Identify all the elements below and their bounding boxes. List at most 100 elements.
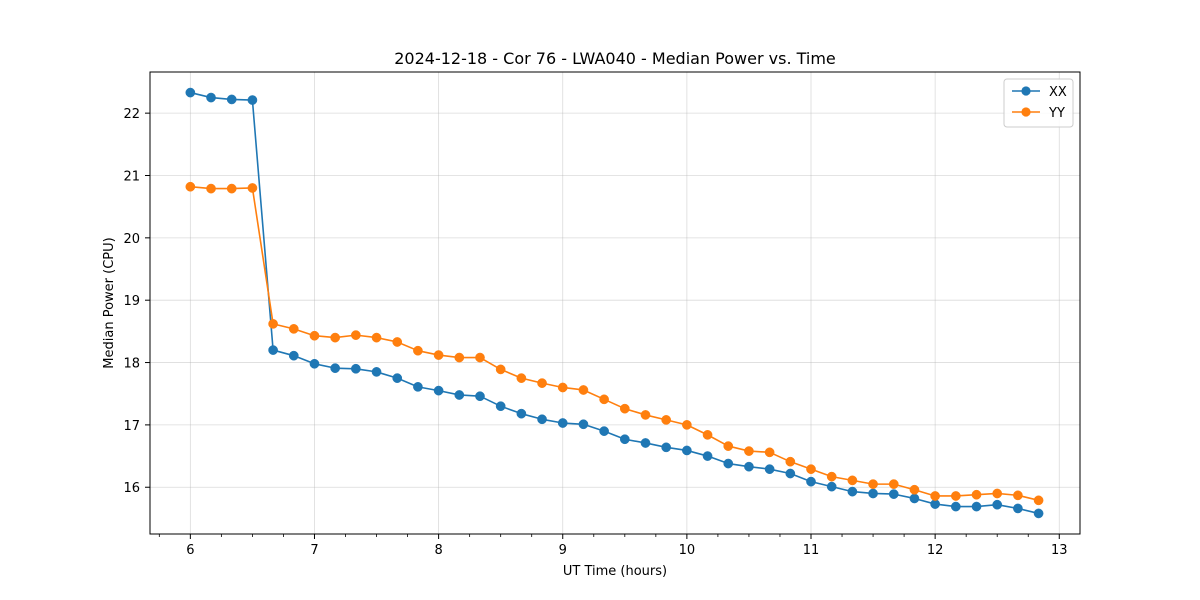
y-tick-label: 22 (123, 107, 140, 122)
data-point-xx (330, 363, 341, 374)
data-point-xx (392, 373, 403, 383)
data-point-yy (640, 410, 651, 420)
data-point-yy (1013, 490, 1023, 501)
data-point-yy (723, 441, 734, 451)
data-point-yy (330, 332, 341, 343)
data-point-xx (247, 95, 258, 105)
x-axis-label: UT Time (hours) (563, 564, 667, 579)
data-point-yy (1033, 495, 1044, 506)
data-point-xx (682, 445, 692, 456)
data-point-xx (702, 451, 713, 461)
data-point-yy (744, 446, 754, 456)
legend-marker-yy (1021, 107, 1031, 117)
data-point-xx (309, 358, 320, 369)
data-point-yy (537, 378, 547, 388)
x-tick-label: 9 (559, 543, 567, 558)
data-point-yy (971, 489, 982, 500)
data-point-yy (806, 464, 816, 475)
legend-item-yy: YY (1012, 106, 1065, 121)
series-yy (185, 181, 1044, 506)
data-point-xx (516, 408, 527, 419)
y-tick-label: 18 (123, 357, 140, 372)
data-point-xx (806, 476, 816, 487)
legend-item-xx: XX (1012, 85, 1067, 100)
data-point-yy (682, 420, 692, 430)
data-point-xx (557, 418, 568, 428)
data-point-yy (661, 415, 672, 425)
data-point-yy (392, 337, 403, 347)
data-point-yy (226, 183, 237, 194)
data-point-yy (475, 352, 485, 363)
data-point-xx (992, 499, 1003, 510)
data-point-xx (268, 345, 278, 355)
data-point-yy (992, 488, 1003, 499)
axis-ticks: 6 7 8 9 10 11 12 13 16 17 18 19 20 21 22 (123, 107, 1067, 558)
data-point-yy (702, 430, 713, 440)
y-tick-label: 16 (123, 481, 140, 496)
data-point-xx (413, 382, 423, 392)
y-tick-label: 19 (123, 294, 140, 309)
data-point-xx (930, 499, 940, 509)
data-point-xx (723, 458, 734, 469)
data-point-xx (371, 367, 382, 377)
data-point-xx (785, 468, 796, 479)
data-point-xx (350, 363, 361, 374)
y-tick-label: 20 (123, 232, 140, 247)
data-point-xx (599, 426, 609, 436)
legend: XX YY (1003, 78, 1074, 128)
data-point-yy (888, 479, 899, 489)
y-tick-label: 21 (123, 169, 140, 184)
data-point-yy (268, 319, 278, 329)
data-point-xx (206, 92, 216, 103)
data-point-yy (619, 403, 630, 414)
chart-title: 2024-12-18 - Cor 76 - LWA040 - Median Po… (394, 49, 836, 68)
data-point-yy (764, 447, 775, 458)
data-point-yy (930, 491, 940, 501)
data-point-xx (619, 434, 630, 445)
data-point-xx (185, 87, 196, 98)
data-point-xx (454, 390, 465, 400)
legend-label-xx: XX (1049, 85, 1067, 100)
data-point-yy (599, 394, 609, 405)
x-tick-label: 12 (927, 543, 944, 558)
data-point-yy (350, 330, 361, 340)
data-point-xx (433, 385, 444, 396)
data-point-xx (226, 94, 237, 105)
x-tick-label: 11 (803, 543, 820, 558)
plot-frame (149, 71, 1081, 535)
data-point-yy (516, 373, 527, 383)
data-point-xx (661, 442, 672, 453)
data-point-yy (288, 324, 299, 334)
grid (150, 72, 1080, 534)
data-point-yy (413, 345, 423, 356)
data-point-xx (971, 501, 982, 512)
data-point-yy (868, 479, 878, 489)
data-point-xx (495, 401, 506, 412)
data-point-xx (288, 350, 299, 361)
data-point-yy (578, 385, 589, 395)
y-tick-label: 17 (123, 419, 140, 434)
data-point-xx (826, 481, 837, 492)
x-tick-label: 7 (310, 543, 318, 558)
x-tick-label: 8 (434, 543, 442, 558)
data-point-xx (764, 464, 775, 475)
data-point-yy (185, 181, 196, 192)
x-tick-label: 6 (186, 543, 194, 558)
data-point-yy (950, 491, 961, 501)
data-point-yy (371, 332, 382, 343)
data-point-xx (847, 486, 858, 497)
legend-marker-xx (1021, 86, 1031, 96)
series-layer (185, 87, 1044, 519)
data-point-xx (950, 501, 961, 512)
legend-label-yy: YY (1048, 106, 1065, 121)
data-point-xx (888, 489, 899, 499)
data-point-xx (578, 419, 589, 430)
x-tick-label: 10 (679, 543, 696, 558)
data-point-yy (785, 456, 796, 467)
data-point-yy (826, 471, 837, 482)
data-point-xx (1013, 503, 1023, 514)
data-point-yy (247, 183, 258, 193)
data-point-yy (206, 183, 216, 194)
